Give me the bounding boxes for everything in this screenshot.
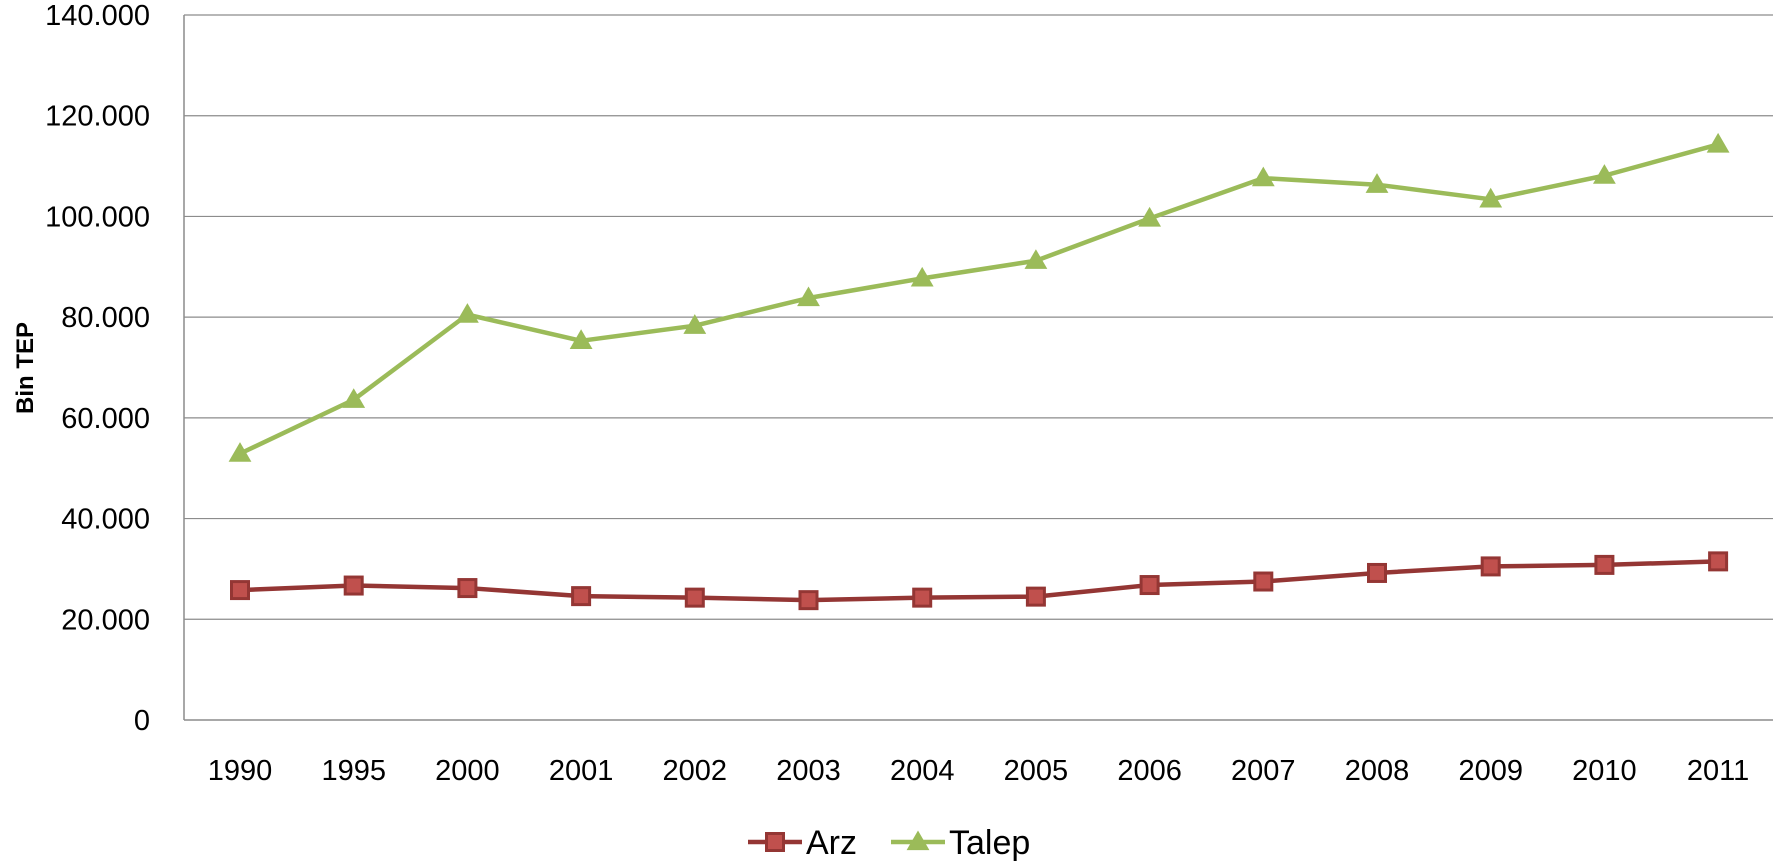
x-tick-label: 2010 [1572, 755, 1637, 787]
data-point-marker [1365, 173, 1389, 193]
data-point-marker [912, 587, 933, 608]
y-axis-label: Bin TEP [12, 322, 39, 414]
data-point-marker [455, 303, 479, 323]
x-tick-label: 2004 [890, 755, 955, 787]
legend-item-arz: Arz [748, 824, 857, 862]
y-tick-label: 0 [134, 705, 150, 737]
y-axis-tick-labels: 0 20.000 40.000 60.000 80.000 100.000 120.000 1… [45, 0, 150, 737]
series-lines [228, 132, 1730, 611]
legend-label: Talep [949, 824, 1030, 862]
data-point-marker [910, 266, 934, 287]
data-point-marker [1706, 132, 1730, 153]
data-point-marker [230, 580, 250, 601]
data-point-marker [906, 830, 930, 851]
data-point-marker [1480, 556, 1501, 577]
x-tick-label: 2005 [1004, 755, 1069, 787]
y-tick-label: 20.000 [61, 604, 150, 636]
y-tick-label: 120.000 [45, 101, 150, 133]
data-point-marker [683, 314, 707, 334]
y-tick-label: 100.000 [45, 201, 150, 233]
series-line [239, 142, 1719, 456]
data-point-marker [1367, 562, 1387, 583]
legend-item-talep: Talep [891, 824, 1030, 862]
series-line [239, 559, 1719, 603]
data-point-marker [1139, 575, 1160, 596]
x-tick-label: 2003 [776, 755, 841, 787]
data-point-marker [797, 286, 820, 307]
y-tick-label: 140.000 [45, 0, 150, 32]
x-tick-label: 2002 [663, 755, 728, 787]
data-point-marker [228, 442, 252, 462]
x-tick-label: 2009 [1458, 755, 1523, 787]
series-talep [228, 132, 1730, 462]
x-tick-label: 1995 [321, 755, 386, 787]
data-point-marker [569, 329, 593, 349]
data-point-marker [1138, 206, 1162, 227]
x-tick-label: 2000 [435, 755, 500, 787]
x-tick-label: 2007 [1231, 755, 1296, 787]
data-point-marker [1251, 166, 1275, 187]
x-tick-label: 1990 [208, 755, 273, 787]
x-tick-label: 2008 [1345, 755, 1410, 787]
data-point-marker [1024, 249, 1048, 269]
data-point-marker [457, 578, 478, 599]
data-point-marker [1479, 187, 1503, 208]
data-point-marker [1025, 586, 1046, 607]
data-point-marker [1594, 554, 1615, 575]
y-tick-label: 60.000 [61, 403, 150, 435]
data-point-marker [684, 587, 705, 608]
data-point-marker [1708, 551, 1729, 572]
data-point-marker [1592, 164, 1616, 184]
x-axis-tick-labels: 1990 1995 2000 2001 2002 2003 2004 2005 2006 2007… [208, 755, 1750, 787]
data-point-marker [1253, 571, 1274, 592]
legend: Arz Talep [748, 824, 1030, 862]
data-point-marker [342, 388, 366, 408]
y-tick-label: 40.000 [61, 504, 150, 536]
grid-lines [184, 14, 1773, 620]
data-point-marker [343, 575, 364, 596]
series-arz [230, 551, 1729, 611]
data-point-marker [571, 586, 592, 607]
data-point-marker [798, 590, 819, 611]
legend-label: Arz [806, 824, 857, 862]
axes [183, 15, 1773, 721]
x-tick-label: 2006 [1117, 755, 1182, 787]
x-tick-label: 2011 [1687, 755, 1749, 787]
y-tick-label: 80.000 [61, 302, 150, 334]
data-point-marker [765, 832, 785, 852]
x-tick-label: 2001 [549, 755, 614, 787]
